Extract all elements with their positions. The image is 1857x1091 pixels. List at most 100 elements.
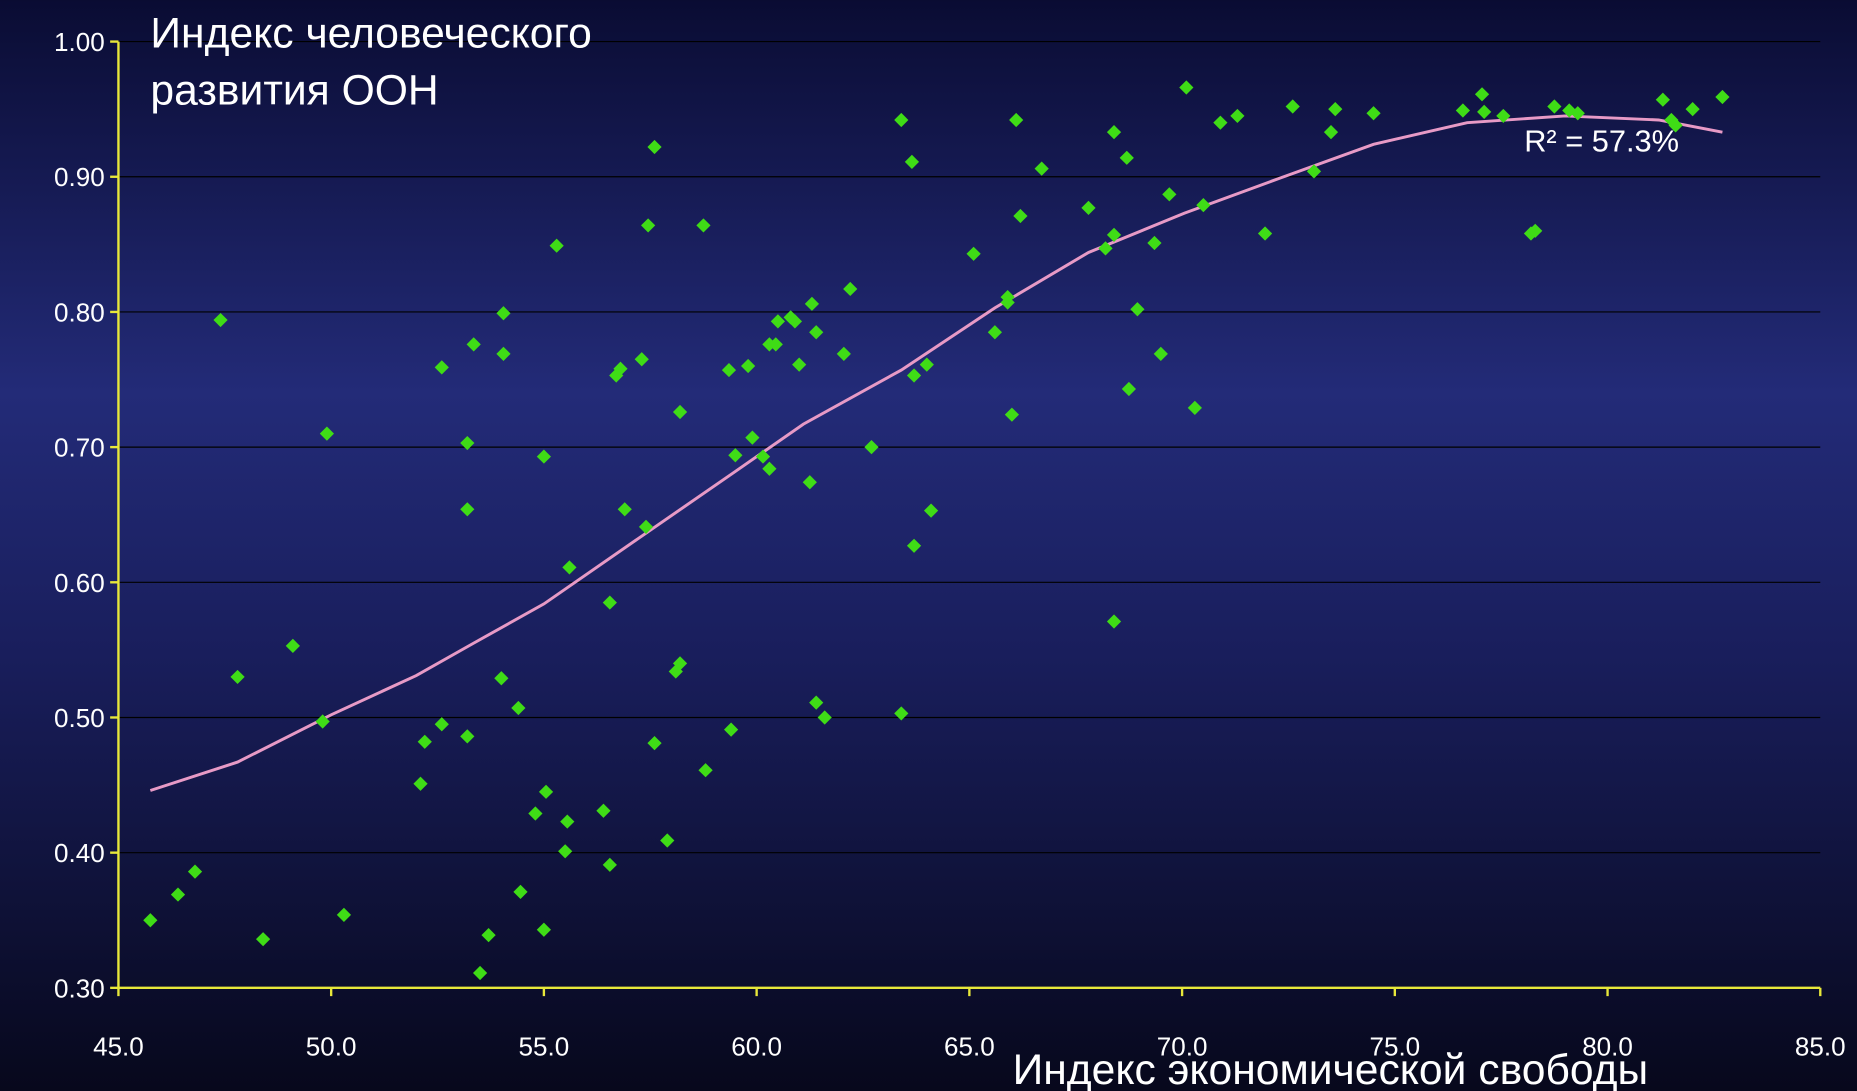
point <box>647 139 662 155</box>
point <box>413 776 428 791</box>
x-tick-label: 70.0 <box>1157 1031 1208 1061</box>
y-tick-label: 0.90 <box>54 162 105 192</box>
x-tick-label: 45.0 <box>93 1031 144 1061</box>
point <box>1009 112 1024 128</box>
point <box>494 671 509 686</box>
point <box>460 729 475 744</box>
point <box>1034 161 1049 176</box>
point <box>770 314 786 329</box>
y-tick-label: 0.30 <box>54 973 105 1003</box>
trend-line <box>149 114 1723 792</box>
x-axis-label: Индекс экономической свободы <box>1013 1046 1649 1091</box>
point <box>817 710 832 725</box>
point <box>213 312 228 328</box>
point <box>1257 226 1273 241</box>
point <box>1153 346 1168 361</box>
point <box>460 502 475 517</box>
point <box>809 325 824 340</box>
point <box>1081 200 1096 215</box>
point <box>1285 99 1300 114</box>
point <box>1162 187 1177 202</box>
r-squared: R² = 57.3% <box>1524 124 1679 159</box>
point <box>1528 223 1543 238</box>
point <box>602 857 617 872</box>
point <box>1106 614 1122 629</box>
point <box>1119 150 1134 165</box>
y-tick-label: 0.80 <box>54 297 105 327</box>
point <box>660 833 675 848</box>
point <box>1323 125 1339 140</box>
point <box>696 218 711 233</box>
point <box>672 404 688 420</box>
y-tick-label: 0.50 <box>54 703 105 733</box>
point <box>434 717 449 732</box>
point <box>536 449 552 464</box>
point <box>1328 102 1343 117</box>
y-tick-label: 1.00 <box>54 27 105 57</box>
point <box>1496 108 1511 124</box>
point <box>466 337 481 352</box>
point <box>143 913 158 928</box>
point <box>1098 241 1113 256</box>
point <box>472 965 488 981</box>
point <box>285 638 300 653</box>
point <box>1013 208 1028 224</box>
point <box>1179 80 1194 95</box>
point <box>1547 99 1562 114</box>
point <box>1106 125 1122 140</box>
point <box>647 736 662 751</box>
point <box>1147 235 1162 251</box>
y-tick-label: 0.70 <box>54 433 105 463</box>
point <box>755 449 771 464</box>
point <box>792 357 807 372</box>
point <box>230 669 245 685</box>
point <box>496 306 511 321</box>
point <box>768 337 783 352</box>
point <box>843 281 858 297</box>
point <box>1366 106 1381 121</box>
x-tick-label: 80.0 <box>1582 1031 1633 1061</box>
point <box>170 887 186 902</box>
point <box>1570 106 1585 121</box>
x-tick-label: 65.0 <box>944 1031 995 1061</box>
x-tick-label: 85.0 <box>1795 1031 1846 1061</box>
point <box>1196 198 1211 213</box>
point <box>1306 164 1322 179</box>
point <box>255 932 271 947</box>
point <box>745 430 760 445</box>
point <box>787 314 803 329</box>
y-axis-label: развития ООН <box>150 66 438 114</box>
point <box>987 325 1002 340</box>
point <box>1685 102 1700 117</box>
point <box>1187 400 1202 416</box>
point <box>1715 89 1730 105</box>
point <box>536 922 552 937</box>
point <box>1213 115 1228 130</box>
x-tick-label: 50.0 <box>306 1031 357 1061</box>
point <box>460 435 475 451</box>
x-tick-label: 55.0 <box>519 1031 570 1061</box>
point <box>1230 108 1245 124</box>
point <box>809 695 824 710</box>
point <box>1121 381 1137 397</box>
y-tick-label: 0.40 <box>54 838 105 868</box>
point <box>187 864 203 879</box>
point <box>728 448 743 463</box>
point <box>762 461 777 476</box>
point <box>336 907 352 922</box>
point <box>672 656 688 671</box>
point <box>1474 87 1490 102</box>
point <box>1004 407 1020 422</box>
point <box>1130 302 1145 317</box>
x-tick-label: 75.0 <box>1369 1031 1420 1061</box>
y-axis-label: Индекс человеческого <box>150 9 591 57</box>
point <box>617 502 632 517</box>
x-tick-label: 60.0 <box>731 1031 782 1061</box>
y-tick-label: 0.60 <box>54 568 105 598</box>
point <box>864 440 879 455</box>
point <box>1655 92 1670 107</box>
point <box>417 734 432 749</box>
